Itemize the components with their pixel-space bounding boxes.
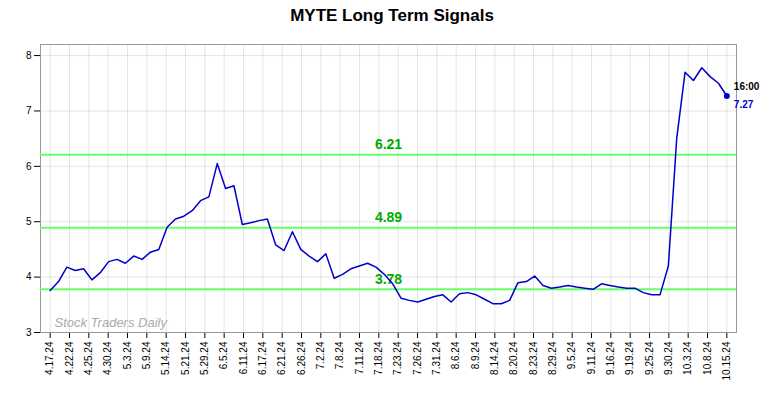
svg-text:7.31.24: 7.31.24 <box>431 341 442 375</box>
svg-text:4: 4 <box>26 271 32 282</box>
svg-text:8.23.24: 8.23.24 <box>528 341 539 375</box>
svg-text:6.11.24: 6.11.24 <box>238 341 249 374</box>
svg-text:9.5.24: 9.5.24 <box>566 341 577 369</box>
svg-text:6.26.24: 6.26.24 <box>296 341 307 375</box>
svg-text:4.22.24: 4.22.24 <box>64 341 75 375</box>
svg-text:5.21.24: 5.21.24 <box>180 341 191 375</box>
svg-text:7.27: 7.27 <box>734 99 754 110</box>
svg-text:8: 8 <box>26 50 32 61</box>
svg-text:3: 3 <box>26 327 32 338</box>
svg-text:10.15.24: 10.15.24 <box>721 341 732 380</box>
svg-text:5.3.24: 5.3.24 <box>122 341 133 369</box>
svg-text:7: 7 <box>26 105 32 116</box>
svg-text:3.78: 3.78 <box>374 270 403 287</box>
svg-text:5.14.24: 5.14.24 <box>160 341 171 375</box>
svg-text:6.5.24: 6.5.24 <box>218 341 229 369</box>
svg-text:4.89: 4.89 <box>375 209 402 225</box>
svg-text:8.14.24: 8.14.24 <box>489 341 500 375</box>
svg-text:7.26.24: 7.26.24 <box>412 341 423 375</box>
svg-text:6.21: 6.21 <box>375 136 402 152</box>
svg-text:16:00: 16:00 <box>734 81 760 92</box>
svg-text:7.11.24: 7.11.24 <box>354 341 365 374</box>
svg-text:10.3.24: 10.3.24 <box>682 341 693 375</box>
svg-text:8.6.24: 8.6.24 <box>450 341 461 369</box>
svg-text:4.30.24: 4.30.24 <box>102 341 113 375</box>
svg-text:5: 5 <box>26 216 32 227</box>
svg-text:8.9.24: 8.9.24 <box>470 341 481 369</box>
svg-text:6.21.24: 6.21.24 <box>276 341 287 375</box>
svg-text:5.9.24: 5.9.24 <box>141 341 152 369</box>
svg-text:7.23.24: 7.23.24 <box>392 341 403 375</box>
svg-text:7.2.24: 7.2.24 <box>315 341 326 369</box>
svg-text:Stock Traders Daily: Stock Traders Daily <box>55 315 169 330</box>
svg-text:9.19.24: 9.19.24 <box>624 341 635 375</box>
svg-text:9.16.24: 9.16.24 <box>605 341 616 375</box>
svg-text:9.30.24: 9.30.24 <box>663 341 674 375</box>
svg-text:9.11.24: 9.11.24 <box>586 341 597 374</box>
svg-text:8.29.24: 8.29.24 <box>547 341 558 375</box>
svg-text:4.17.24: 4.17.24 <box>44 341 55 375</box>
svg-text:7.8.24: 7.8.24 <box>334 341 345 369</box>
html-text:MYTE Long Term Signals: MYTE Long Term Signals <box>290 6 494 25</box>
svg-text:6.17.24: 6.17.24 <box>257 341 268 375</box>
svg-text:6: 6 <box>26 161 32 172</box>
svg-text:4.25.24: 4.25.24 <box>83 341 94 375</box>
svg-text:10.8.24: 10.8.24 <box>702 341 713 375</box>
svg-text:8.20.24: 8.20.24 <box>508 341 519 375</box>
svg-text:7.18.24: 7.18.24 <box>373 341 384 375</box>
svg-text:5.29.24: 5.29.24 <box>199 341 210 375</box>
svg-text:9.25.24: 9.25.24 <box>644 341 655 375</box>
